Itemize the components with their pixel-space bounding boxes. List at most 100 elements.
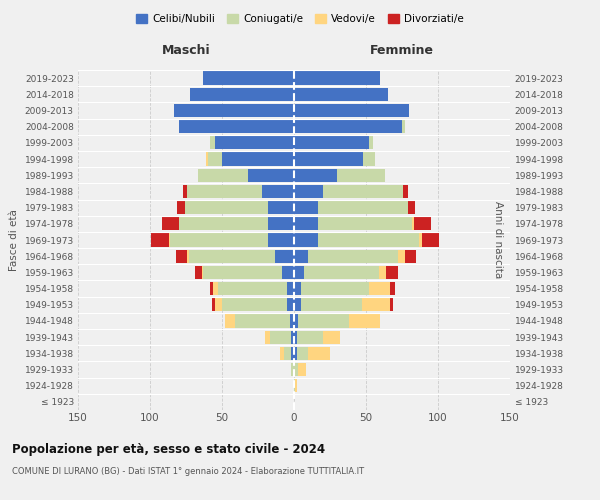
Bar — [287, 282, 294, 295]
Bar — [283, 266, 294, 279]
Bar — [179, 217, 268, 230]
Bar — [363, 152, 374, 166]
Bar — [308, 346, 330, 360]
Text: Femmine: Femmine — [370, 44, 434, 57]
Bar — [308, 250, 398, 263]
Bar — [412, 217, 413, 230]
Bar — [203, 72, 294, 85]
Bar — [301, 298, 362, 312]
Bar — [386, 266, 398, 279]
Bar — [284, 346, 291, 360]
Bar — [269, 330, 291, 344]
Bar — [291, 363, 294, 376]
Bar — [202, 266, 203, 279]
Bar — [369, 282, 391, 295]
Bar — [295, 379, 297, 392]
Bar — [298, 363, 305, 376]
Bar — [369, 136, 373, 149]
Bar — [294, 314, 298, 328]
Bar — [176, 250, 187, 263]
Bar — [275, 250, 294, 263]
Bar — [211, 282, 214, 295]
Bar — [403, 185, 408, 198]
Bar — [187, 250, 189, 263]
Bar — [190, 88, 294, 101]
Bar — [294, 120, 402, 134]
Bar — [294, 152, 363, 166]
Bar — [323, 185, 403, 198]
Bar — [349, 314, 380, 328]
Bar — [323, 330, 340, 344]
Bar — [408, 201, 415, 214]
Bar — [215, 136, 294, 149]
Bar — [189, 250, 275, 263]
Bar — [203, 266, 283, 279]
Bar — [294, 363, 298, 376]
Bar — [297, 330, 323, 344]
Bar — [294, 266, 304, 279]
Bar — [179, 120, 294, 134]
Bar — [161, 217, 179, 230]
Y-axis label: Anni di nascita: Anni di nascita — [493, 202, 503, 278]
Bar — [208, 152, 222, 166]
Bar — [294, 217, 319, 230]
Bar — [294, 72, 380, 85]
Bar — [379, 266, 386, 279]
Bar — [211, 136, 215, 149]
Bar — [262, 185, 294, 198]
Bar — [398, 250, 405, 263]
Bar — [215, 298, 222, 312]
Bar — [294, 250, 308, 263]
Bar — [268, 217, 294, 230]
Text: Popolazione per età, sesso e stato civile - 2024: Popolazione per età, sesso e stato civil… — [12, 442, 325, 456]
Bar — [265, 330, 269, 344]
Bar — [248, 168, 294, 182]
Bar — [294, 168, 337, 182]
Bar — [290, 314, 294, 328]
Bar — [235, 314, 290, 328]
Bar — [294, 282, 301, 295]
Bar — [319, 234, 419, 246]
Bar — [194, 266, 202, 279]
Bar — [222, 152, 294, 166]
Text: COMUNE DI LURANO (BG) - Dati ISTAT 1° gennaio 2024 - Elaborazione TUTTITALIA.IT: COMUNE DI LURANO (BG) - Dati ISTAT 1° ge… — [12, 468, 364, 476]
Bar — [214, 282, 218, 295]
Bar — [183, 185, 187, 198]
Bar — [222, 298, 287, 312]
Bar — [169, 234, 170, 246]
Bar — [291, 330, 294, 344]
Bar — [297, 346, 308, 360]
Bar — [151, 234, 169, 246]
Bar — [291, 346, 294, 360]
Bar — [280, 346, 284, 360]
Bar — [175, 104, 294, 117]
Bar — [294, 201, 319, 214]
Bar — [422, 234, 439, 246]
Bar — [294, 104, 409, 117]
Bar — [268, 234, 294, 246]
Y-axis label: Fasce di età: Fasce di età — [9, 209, 19, 271]
Bar — [294, 379, 295, 392]
Legend: Celibi/Nubili, Coniugati/e, Vedovi/e, Divorziati/e: Celibi/Nubili, Coniugati/e, Vedovi/e, Di… — [132, 10, 468, 29]
Bar — [212, 298, 215, 312]
Bar — [319, 217, 412, 230]
Bar — [402, 120, 405, 134]
Bar — [294, 298, 301, 312]
Bar — [405, 250, 416, 263]
Bar — [187, 185, 262, 198]
Bar — [304, 266, 379, 279]
Bar — [294, 185, 323, 198]
Bar — [170, 234, 268, 246]
Bar — [391, 282, 395, 295]
Bar — [268, 201, 294, 214]
Bar — [225, 314, 235, 328]
Bar — [294, 346, 297, 360]
Bar — [391, 298, 394, 312]
Bar — [319, 201, 408, 214]
Bar — [337, 168, 385, 182]
Bar — [301, 282, 369, 295]
Bar — [197, 168, 248, 182]
Bar — [294, 136, 369, 149]
Bar — [362, 298, 391, 312]
Bar — [185, 201, 268, 214]
